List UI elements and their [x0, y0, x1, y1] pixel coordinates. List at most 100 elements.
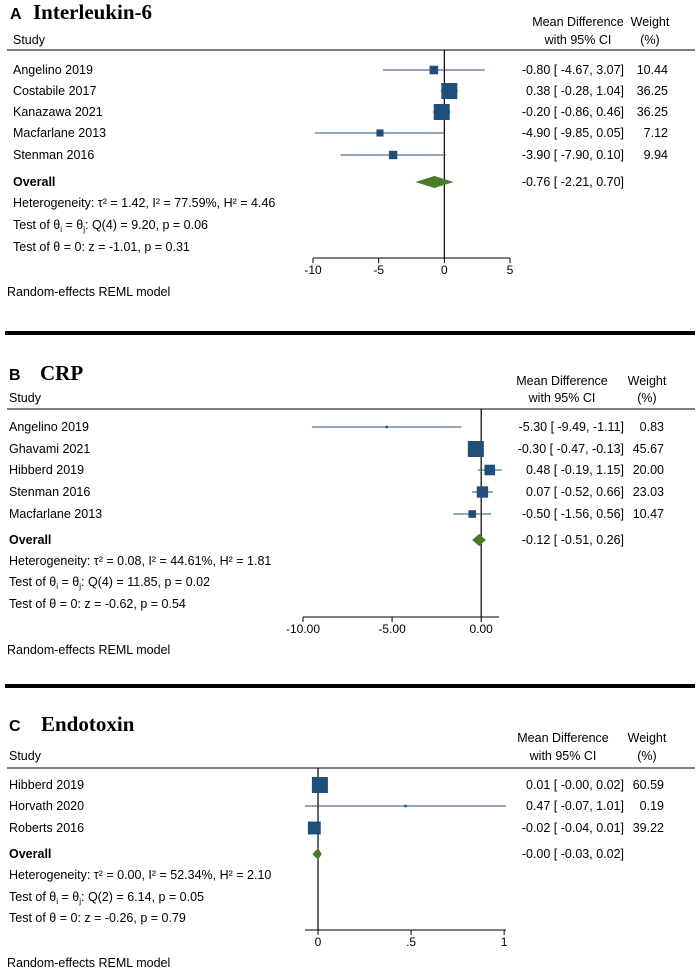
- study-weight: 7.12: [644, 126, 668, 140]
- study-ci-value: -3.90 [ -7.90, 0.10]: [522, 148, 624, 162]
- effect-column-subheader: with 95% CI: [529, 749, 597, 763]
- panel-letter: A: [10, 6, 22, 23]
- study-ci-value: -0.20 [ -0.86, 0.46]: [522, 105, 624, 119]
- x-axis-tick-label: 5: [507, 263, 514, 277]
- study-ci-value: -4.90 [ -9.85, 0.05]: [522, 126, 624, 140]
- study-effect-marker: [311, 777, 328, 793]
- heterogeneity-stats: Heterogeneity: τ² = 0.00, I² = 52.34%, H…: [9, 868, 271, 882]
- weight-column-subheader: (%): [637, 749, 656, 763]
- study-effect-marker: [468, 510, 477, 518]
- study-ci-value: -0.50 [ -1.56, 0.56]: [522, 507, 624, 521]
- study-column-header: Study: [9, 391, 42, 405]
- homogeneity-test-result: : Q(4) = 11.85, p = 0.02: [81, 575, 210, 589]
- homogeneity-test-result: : Q(4) = 9.20, p = 0.06: [85, 218, 208, 232]
- weight-column-header: Weight: [628, 374, 667, 388]
- panel-c: C Endotoxin Study Mean Difference with 95% C…: [7, 712, 695, 970]
- weight-column-header: Weight: [628, 731, 667, 745]
- weight-column-subheader: (%): [637, 391, 656, 405]
- homogeneity-test: Test of θi = θj: Q(4) = 11.85, p = 0.02: [9, 575, 210, 591]
- heterogeneity-stats: Heterogeneity: τ² = 1.42, I² = 77.59%, H…: [13, 196, 275, 210]
- model-note: Random-effects REML model: [7, 643, 170, 657]
- x-axis-tick-label: -10: [304, 263, 322, 277]
- study-weight: 36.25: [637, 105, 668, 119]
- model-note: Random-effects REML model: [7, 956, 170, 970]
- study-weight: 9.94: [644, 148, 668, 162]
- equals-sign: = θ: [58, 575, 79, 589]
- homogeneity-test-result: : Q(2) = 6.14, p = 0.05: [81, 890, 204, 904]
- equals-sign: = θ: [62, 218, 83, 232]
- study-ci-value: -0.30 [ -0.47, -0.13]: [518, 442, 624, 456]
- effect-column-header: Mean Difference: [532, 15, 624, 29]
- x-axis-tick-label: -5.00: [378, 622, 406, 636]
- effect-column-subheader: with 95% CI: [528, 391, 596, 405]
- study-name: Hibberd 2019: [9, 778, 84, 792]
- study-weight: 10.44: [637, 63, 668, 77]
- study-effect-marker: [385, 425, 388, 429]
- overall-effect-diamond: [312, 848, 322, 860]
- subscript-j: j: [78, 582, 81, 591]
- overall-label: Overall: [9, 533, 51, 547]
- study-ci-value: 0.48 [ -0.19, 1.15]: [526, 463, 624, 477]
- effect-column-header: Mean Difference: [517, 731, 609, 745]
- study-column-header: Study: [13, 33, 46, 47]
- panel-title: Endotoxin: [41, 712, 135, 736]
- study-name: Hibberd 2019: [9, 463, 84, 477]
- overall-label: Overall: [13, 175, 55, 189]
- zero-effect-test: Test of θ = 0: z = -1.01, p = 0.31: [13, 240, 190, 254]
- subscript-i: i: [60, 225, 62, 234]
- study-effect-marker: [467, 441, 484, 457]
- overall-effect-diamond: [472, 534, 486, 546]
- study-name: Angelino 2019: [13, 63, 93, 77]
- overall-ci-value: -0.76 [ -2.21, 0.70]: [522, 175, 624, 189]
- subscript-j: j: [82, 225, 85, 234]
- study-name: Macfarlane 2013: [9, 507, 102, 521]
- study-ci-value: -0.02 [ -0.04, 0.01]: [522, 821, 624, 835]
- overall-ci-value: -0.12 [ -0.51, 0.26]: [522, 533, 624, 547]
- study-ci-value: -5.30 [ -9.49, -1.11]: [519, 420, 624, 434]
- study-name: Stenman 2016: [9, 485, 90, 499]
- x-axis-tick-label: 0: [441, 263, 448, 277]
- x-axis-tick-label: 0.00: [470, 622, 494, 636]
- study-weight: 36.25: [637, 84, 668, 98]
- study-effect-marker: [388, 150, 398, 160]
- study-name: Macfarlane 2013: [13, 126, 106, 140]
- model-note: Random-effects REML model: [7, 285, 170, 299]
- study-weight: 45.67: [633, 442, 664, 456]
- subscript-i: i: [56, 897, 58, 906]
- study-effect-marker: [376, 129, 384, 137]
- study-effect-marker: [404, 804, 407, 808]
- panel-title: CRP: [40, 361, 83, 385]
- study-name: Costabile 2017: [13, 84, 96, 98]
- study-effect-marker: [433, 104, 450, 120]
- x-axis-tick-label: .5: [406, 935, 416, 949]
- homogeneity-test: Test of θi = θj: Q(2) = 6.14, p = 0.05: [9, 890, 204, 906]
- homogeneity-test-prefix: Test of θ: [13, 218, 60, 232]
- panel-a: A Interleukin-6 Study Mean Difference with 9…: [7, 0, 695, 299]
- study-name: Ghavami 2021: [9, 442, 90, 456]
- study-weight: 60.59: [633, 778, 664, 792]
- subscript-i: i: [56, 582, 58, 591]
- panel-title: Interleukin-6: [33, 0, 152, 24]
- overall-ci-value: -0.00 [ -0.03, 0.02]: [522, 847, 624, 861]
- study-name: Stenman 2016: [13, 148, 94, 162]
- study-weight: 0.83: [640, 420, 664, 434]
- study-weight: 23.03: [633, 485, 664, 499]
- study-effect-marker: [476, 486, 489, 498]
- study-ci-value: 0.07 [ -0.52, 0.66]: [526, 485, 624, 499]
- homogeneity-test-prefix: Test of θ: [9, 575, 56, 589]
- subscript-j: j: [78, 897, 81, 906]
- x-axis-tick-label: -10.00: [286, 622, 320, 636]
- study-effect-marker: [484, 464, 496, 476]
- study-effect-marker: [441, 83, 458, 99]
- study-name: Angelino 2019: [9, 420, 89, 434]
- study-name: Kanazawa 2021: [13, 105, 103, 119]
- zero-effect-test: Test of θ = 0: z = -0.62, p = 0.54: [9, 597, 186, 611]
- study-ci-value: 0.38 [ -0.28, 1.04]: [526, 84, 624, 98]
- study-name: Roberts 2016: [9, 821, 84, 835]
- study-column-header: Study: [9, 749, 42, 763]
- overall-label: Overall: [9, 847, 51, 861]
- study-ci-value: -0.80 [ -4.67, 3.07]: [522, 63, 624, 77]
- homogeneity-test: Test of θi = θj: Q(4) = 9.20, p = 0.06: [13, 218, 208, 234]
- study-effect-marker: [307, 821, 321, 835]
